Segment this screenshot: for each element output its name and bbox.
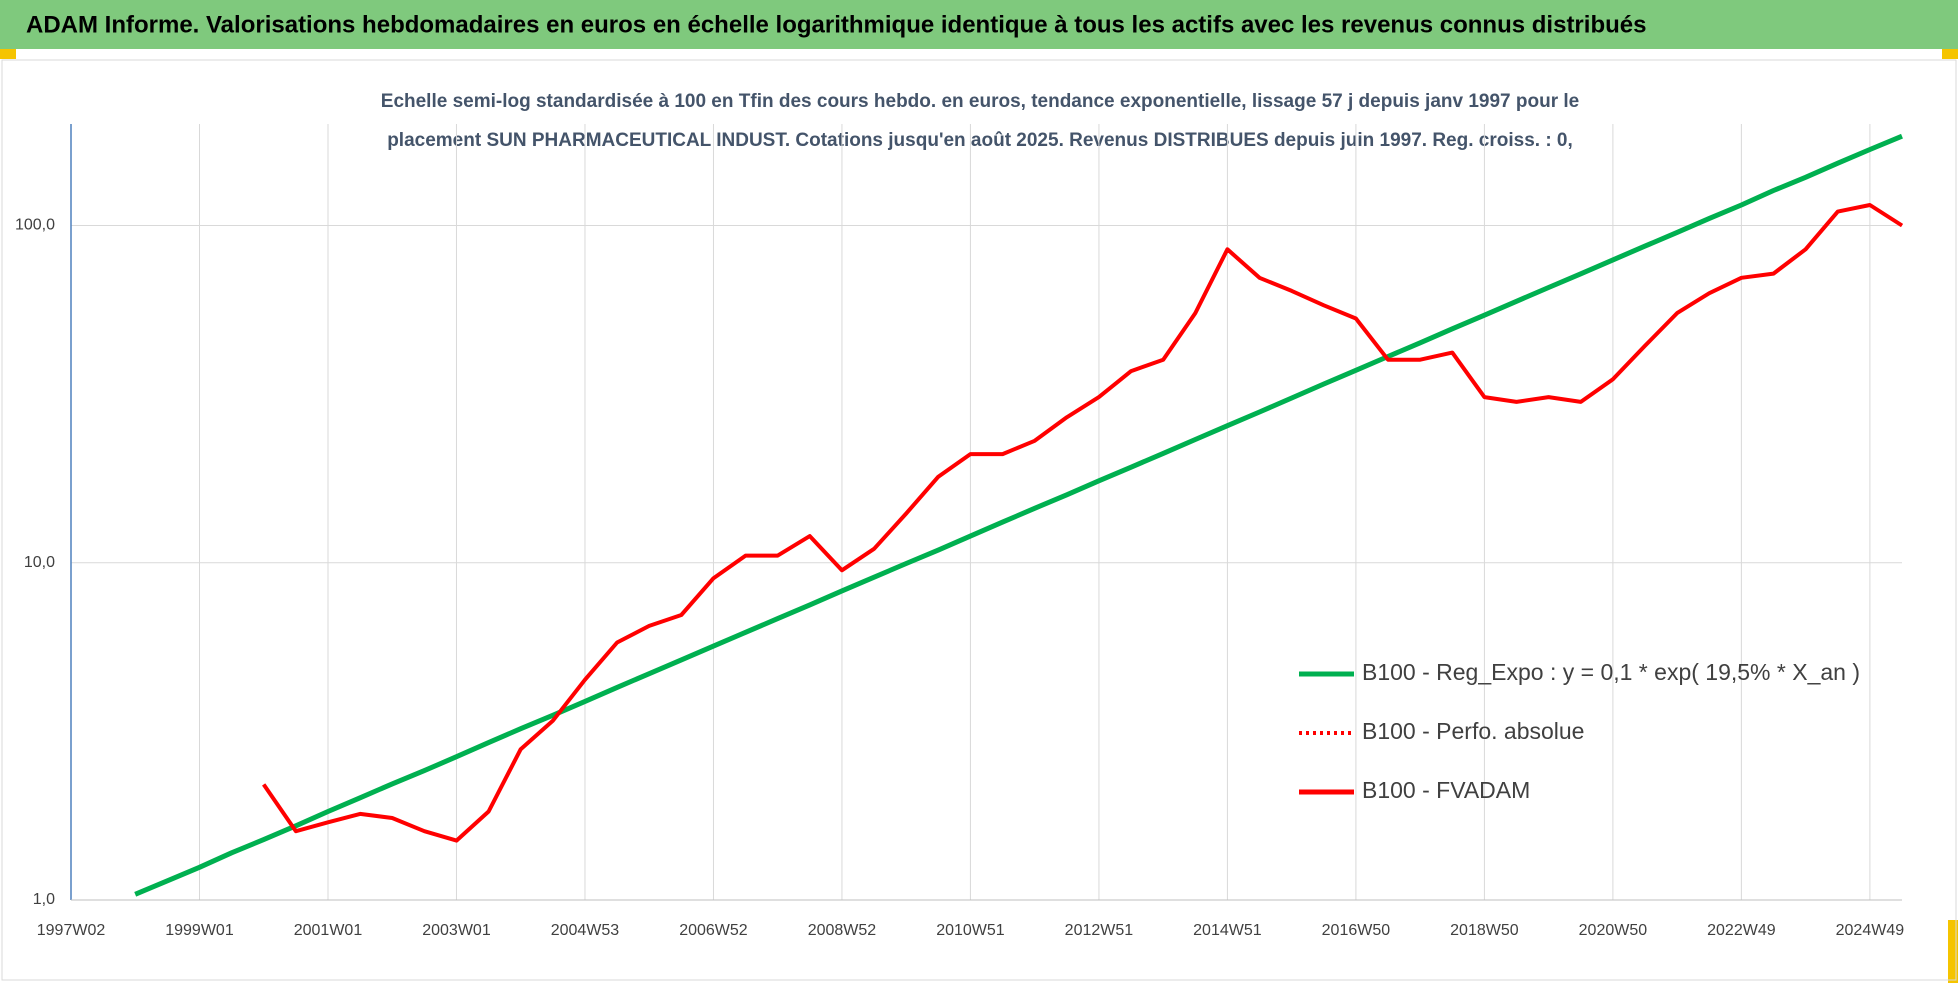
x-tick-label: 1997W02 bbox=[37, 922, 106, 939]
x-tick-label: 2020W50 bbox=[1579, 922, 1648, 939]
x-tick-label: 2016W50 bbox=[1322, 922, 1391, 939]
series-line bbox=[262, 203, 1904, 843]
x-tick-label: 2006W52 bbox=[679, 922, 748, 939]
legend-label: B100 - Perfo. absolue bbox=[1362, 718, 1584, 744]
corner bbox=[0, 49, 16, 59]
x-tick-label: 2010W51 bbox=[936, 922, 1005, 939]
x-tick-label: 2008W52 bbox=[808, 922, 877, 939]
corner bbox=[1948, 920, 1958, 983]
legend-label: B100 - FVADAM bbox=[1362, 777, 1530, 803]
x-tick-label: 2004W53 bbox=[551, 922, 620, 939]
x-tick-label: 1999W01 bbox=[165, 922, 234, 939]
x-tick-label: 2003W01 bbox=[422, 922, 491, 939]
x-tick-label: 2001W01 bbox=[294, 922, 363, 939]
x-tick-label: 2022W49 bbox=[1707, 922, 1776, 939]
header-bar bbox=[0, 0, 1958, 49]
chart-subtitle: placement SUN PHARMACEUTICAL INDUST. Cot… bbox=[387, 130, 1573, 151]
x-tick-label: 2014W51 bbox=[1193, 922, 1262, 939]
y-tick-label: 1,0 bbox=[33, 891, 55, 908]
y-tick-label: 100,0 bbox=[15, 217, 55, 234]
chart-subtitle: Echelle semi-log standardisée à 100 en T… bbox=[381, 91, 1579, 112]
corner bbox=[1942, 49, 1958, 59]
frame bbox=[1, 59, 1957, 981]
x-tick-label: 2012W51 bbox=[1065, 922, 1134, 939]
x-tick-label: 2018W50 bbox=[1450, 922, 1519, 939]
x-tick-label: 2024W49 bbox=[1836, 922, 1905, 939]
series-line bbox=[134, 133, 1903, 897]
y-tick-label: 10,0 bbox=[24, 554, 55, 571]
legend-label: B100 - Reg_Expo : y = 0,1 * exp( 19,5% *… bbox=[1362, 659, 1860, 685]
chart-title: ADAM Informe. Valorisations hebdomadaire… bbox=[26, 11, 1646, 38]
